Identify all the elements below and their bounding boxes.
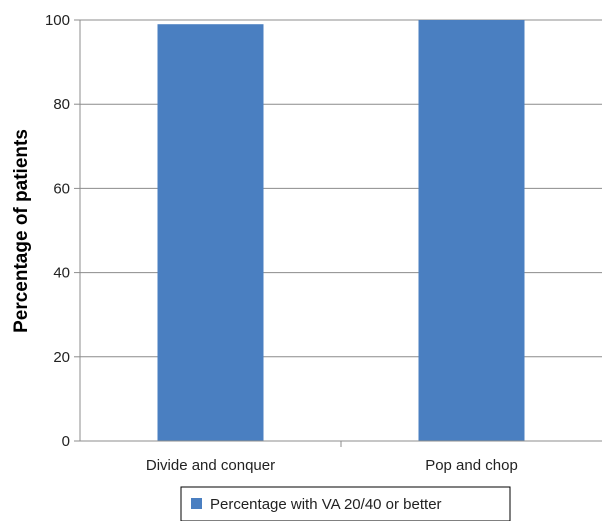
- x-tick-label: Divide and conquer: [146, 457, 275, 474]
- y-axis-label: Percentage of patients: [11, 129, 32, 333]
- legend-label: Percentage with VA 20/40 or better: [210, 496, 442, 513]
- axes: [74, 19, 602, 447]
- bar: [157, 24, 264, 442]
- y-tick-label: 60: [53, 180, 70, 197]
- legend-swatch: [191, 498, 202, 509]
- legend: Percentage with VA 20/40 or better: [180, 486, 511, 521]
- bar: [418, 20, 525, 441]
- legend-box: [180, 486, 511, 521]
- bars: [157, 20, 525, 442]
- x-tick-labels: Divide and conquer Pop and chop: [146, 457, 518, 474]
- y-tick-label: 100: [45, 12, 70, 29]
- y-tick-labels: 0 20 40 60 80 100: [45, 12, 70, 450]
- y-tick-label: 80: [53, 96, 70, 113]
- y-tick-label: 40: [53, 265, 70, 282]
- y-tick-label: 20: [53, 349, 70, 366]
- x-tick-label: Pop and chop: [425, 457, 518, 474]
- y-tick-label: 0: [62, 433, 70, 450]
